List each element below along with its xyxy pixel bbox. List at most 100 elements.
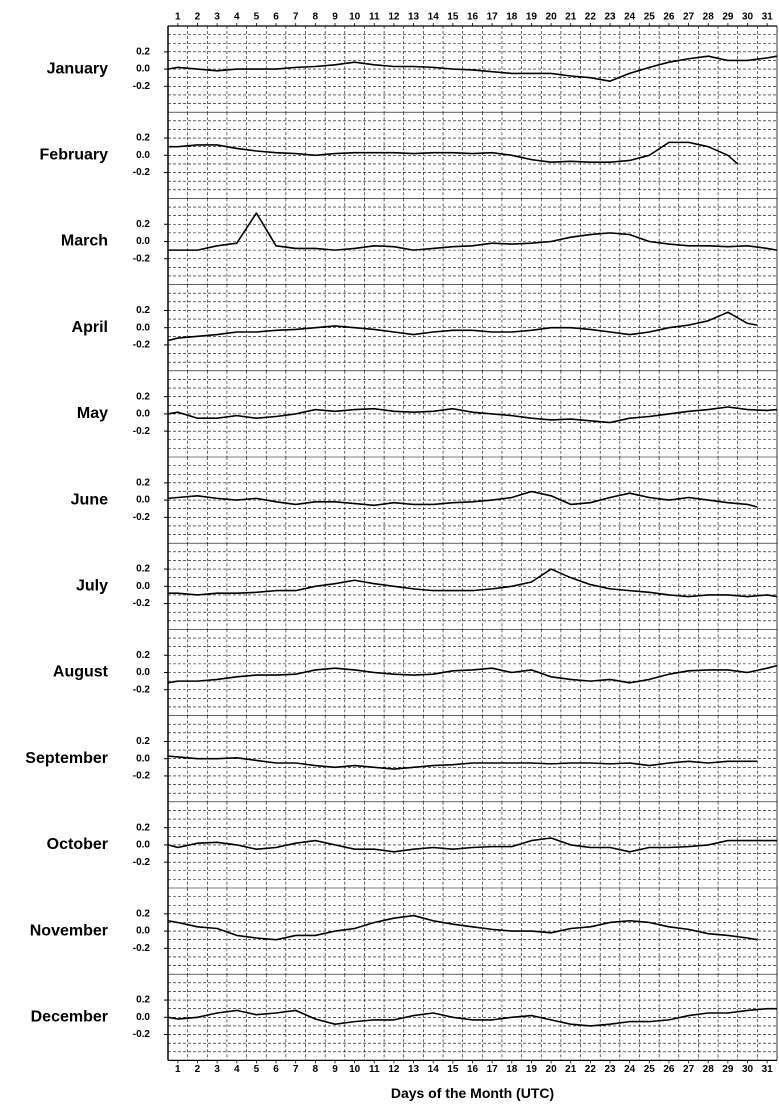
x-tick-label: 1 xyxy=(175,12,181,23)
y-tick-label: 0.2 xyxy=(136,995,150,1006)
series-line xyxy=(167,55,778,82)
x-tick-label: 31 xyxy=(762,1064,774,1075)
y-tick-label: -0.2 xyxy=(133,426,151,437)
y-tick-label: -0.2 xyxy=(133,340,151,351)
series-line xyxy=(167,1007,777,1027)
x-tick-label: 17 xyxy=(487,12,499,23)
x-tick-label: 26 xyxy=(663,12,675,23)
x-tick-label: 31 xyxy=(762,12,774,23)
x-tick-label: 14 xyxy=(428,1064,440,1075)
x-tick-label: 16 xyxy=(467,1064,479,1075)
x-tick-label: 25 xyxy=(644,12,656,23)
x-tick-label: 4 xyxy=(234,1064,240,1075)
x-tick-label: 6 xyxy=(273,1064,279,1075)
series-line xyxy=(167,664,778,684)
series-line xyxy=(167,755,758,770)
y-tick-label: 0.0 xyxy=(136,667,150,678)
y-tick-label: 0.0 xyxy=(136,495,150,506)
series-line xyxy=(168,141,739,165)
x-tick-label: 12 xyxy=(388,12,400,23)
series-line xyxy=(167,837,777,853)
y-tick-label: 0.0 xyxy=(136,753,150,764)
month-label: August xyxy=(53,664,109,681)
x-tick-label: 29 xyxy=(722,12,734,23)
x-tick-label: 4 xyxy=(234,12,240,23)
month-label: April xyxy=(72,319,108,336)
month-label: October xyxy=(47,836,108,853)
y-tick-label: 0.2 xyxy=(136,305,150,316)
x-tick-label: 11 xyxy=(369,12,380,23)
month-label: July xyxy=(76,578,108,595)
y-tick-label: 0.0 xyxy=(136,150,150,161)
x-tick-label: 5 xyxy=(254,12,260,23)
x-tick-label: 9 xyxy=(332,12,338,23)
series-line xyxy=(167,311,758,342)
x-tick-label: 23 xyxy=(604,12,616,23)
x-tick-label: 29 xyxy=(722,1064,734,1075)
month-label: May xyxy=(77,405,108,422)
series-line xyxy=(167,914,758,941)
x-tick-label: 2 xyxy=(195,12,201,23)
series-line xyxy=(167,406,778,424)
x-tick-label: 11 xyxy=(369,1064,380,1075)
y-tick-label: -0.2 xyxy=(133,1029,151,1040)
x-tick-label: 17 xyxy=(487,1064,499,1075)
month-label: November xyxy=(30,922,108,939)
series-line xyxy=(168,568,778,598)
series-line xyxy=(167,490,758,508)
month-label: February xyxy=(40,147,109,164)
y-tick-label: 0.2 xyxy=(136,822,150,833)
x-tick-label: 30 xyxy=(742,12,754,23)
x-tick-label: 15 xyxy=(447,12,459,23)
x-tick-label: 21 xyxy=(565,1064,577,1075)
x-tick-label: 19 xyxy=(526,1064,538,1075)
x-tick-label: 30 xyxy=(742,1064,754,1075)
x-tick-label: 13 xyxy=(408,1064,420,1075)
x-tick-label: 20 xyxy=(546,12,558,23)
y-tick-label: -0.2 xyxy=(133,598,151,609)
x-tick-label: 24 xyxy=(624,12,636,23)
month-label: September xyxy=(25,750,108,767)
x-tick-label: 3 xyxy=(214,1064,220,1075)
y-tick-label: 0.2 xyxy=(136,736,150,747)
x-tick-label: 22 xyxy=(585,1064,597,1075)
x-tick-label: 20 xyxy=(546,1064,558,1075)
x-tick-label: 7 xyxy=(293,12,299,23)
y-tick-label: 0.0 xyxy=(136,236,150,247)
y-tick-label: 0.2 xyxy=(136,478,150,489)
y-tick-label: 0.2 xyxy=(136,564,150,575)
y-tick-label: 0.0 xyxy=(136,322,150,333)
x-tick-label: 24 xyxy=(624,1064,636,1075)
x-tick-label: 2 xyxy=(195,1064,201,1075)
x-tick-label: 9 xyxy=(332,1064,338,1075)
x-tick-label: 25 xyxy=(644,1064,656,1075)
x-tick-label: 18 xyxy=(506,12,518,23)
y-tick-label: 0.0 xyxy=(136,409,150,420)
month-label: March xyxy=(61,233,108,250)
y-tick-label: -0.2 xyxy=(133,771,151,782)
month-label: June xyxy=(71,491,108,508)
y-tick-label: -0.2 xyxy=(133,167,151,178)
y-tick-label: 0.2 xyxy=(136,391,150,402)
y-tick-label: -0.2 xyxy=(133,253,151,264)
y-tick-label: -0.2 xyxy=(133,81,151,92)
y-tick-label: 0.2 xyxy=(136,133,150,144)
x-tick-label: 22 xyxy=(585,12,597,23)
x-tick-label: 6 xyxy=(273,12,279,23)
y-tick-label: -0.2 xyxy=(133,943,151,954)
y-tick-label: 0.2 xyxy=(136,47,150,58)
x-tick-label: 15 xyxy=(447,1064,459,1075)
y-tick-label: 0.2 xyxy=(136,219,150,230)
x-tick-label: 23 xyxy=(604,1064,616,1075)
x-tick-label: 19 xyxy=(526,12,538,23)
y-tick-label: 0.0 xyxy=(136,1012,150,1023)
x-tick-label: 21 xyxy=(565,12,577,23)
x-tick-label: 3 xyxy=(214,12,220,23)
y-tick-label: 0.0 xyxy=(136,64,150,75)
series-line xyxy=(168,212,778,251)
x-tick-label: 28 xyxy=(703,1064,715,1075)
y-tick-label: 0.0 xyxy=(136,581,150,592)
x-tick-label: 18 xyxy=(506,1064,518,1075)
x-tick-label: 10 xyxy=(349,12,361,23)
